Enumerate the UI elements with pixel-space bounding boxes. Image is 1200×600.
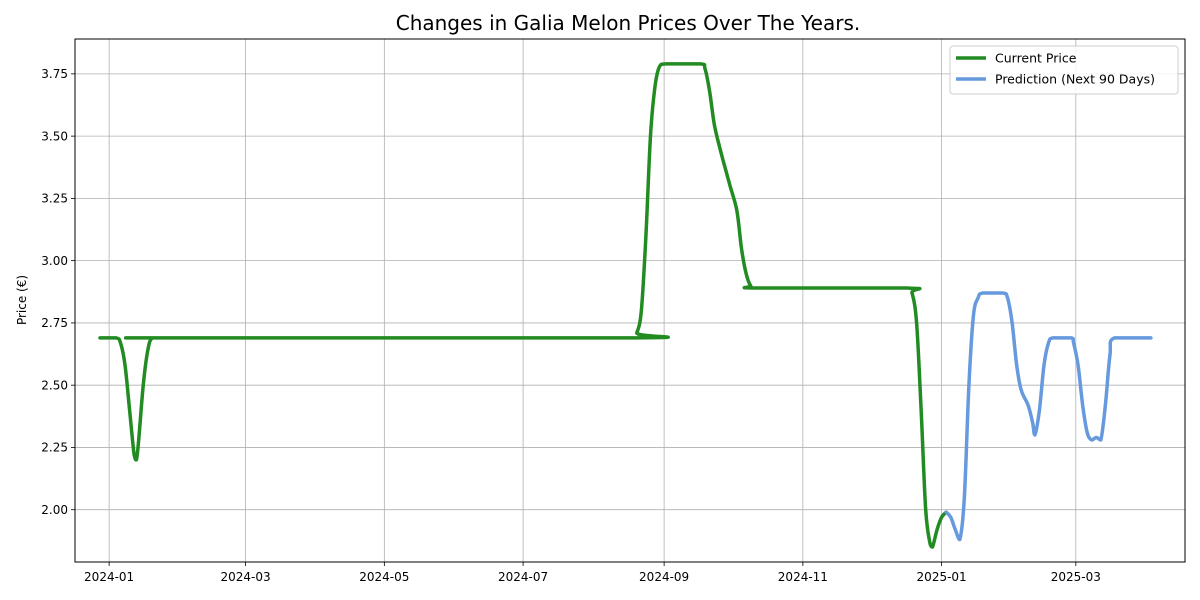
series-line-1 <box>944 291 1153 542</box>
legend-label-prediction: Prediction (Next 90 Days) <box>995 72 1155 87</box>
legend-box <box>949 45 1179 95</box>
y-tick-label: 3.00 <box>41 254 68 268</box>
x-tick-label: 2024-09 <box>639 570 689 584</box>
legend-label-current-price: Current Price <box>995 51 1077 66</box>
grid <box>75 39 1185 562</box>
y-tick-label: 3.25 <box>41 192 68 206</box>
y-tick-label: 3.75 <box>41 67 68 81</box>
series-lines <box>98 62 1153 549</box>
y-tick-label: 2.50 <box>41 378 68 392</box>
y-tick-label: 2.25 <box>41 441 68 455</box>
legend: Current Price Prediction (Next 90 Days) <box>949 45 1179 95</box>
y-tick-label: 2.75 <box>41 316 68 330</box>
y-axis: 2.00 2.25 2.50 2.75 3.00 3.25 3.50 3.75 <box>41 67 75 517</box>
x-tick-label: 2024-05 <box>359 570 409 584</box>
chart-title: Changes in Galia Melon Prices Over The Y… <box>396 11 861 35</box>
x-tick-label: 2025-01 <box>917 570 967 584</box>
y-tick-label: 2.00 <box>41 503 68 517</box>
y-tick-label: 3.50 <box>41 129 68 143</box>
x-tick-label: 2024-03 <box>221 570 271 584</box>
x-tick-label: 2024-01 <box>84 570 134 584</box>
x-tick-label: 2025-03 <box>1051 570 1101 584</box>
x-axis: 2024-01 2024-03 2024-05 2024-07 2024-09 2024-… <box>84 562 1101 584</box>
series-line-0 <box>98 62 948 549</box>
x-tick-label: 2024-11 <box>778 570 828 584</box>
y-axis-label: Price (€) <box>15 275 29 325</box>
x-tick-label: 2024-07 <box>498 570 548 584</box>
plot-frame <box>74 38 1186 563</box>
